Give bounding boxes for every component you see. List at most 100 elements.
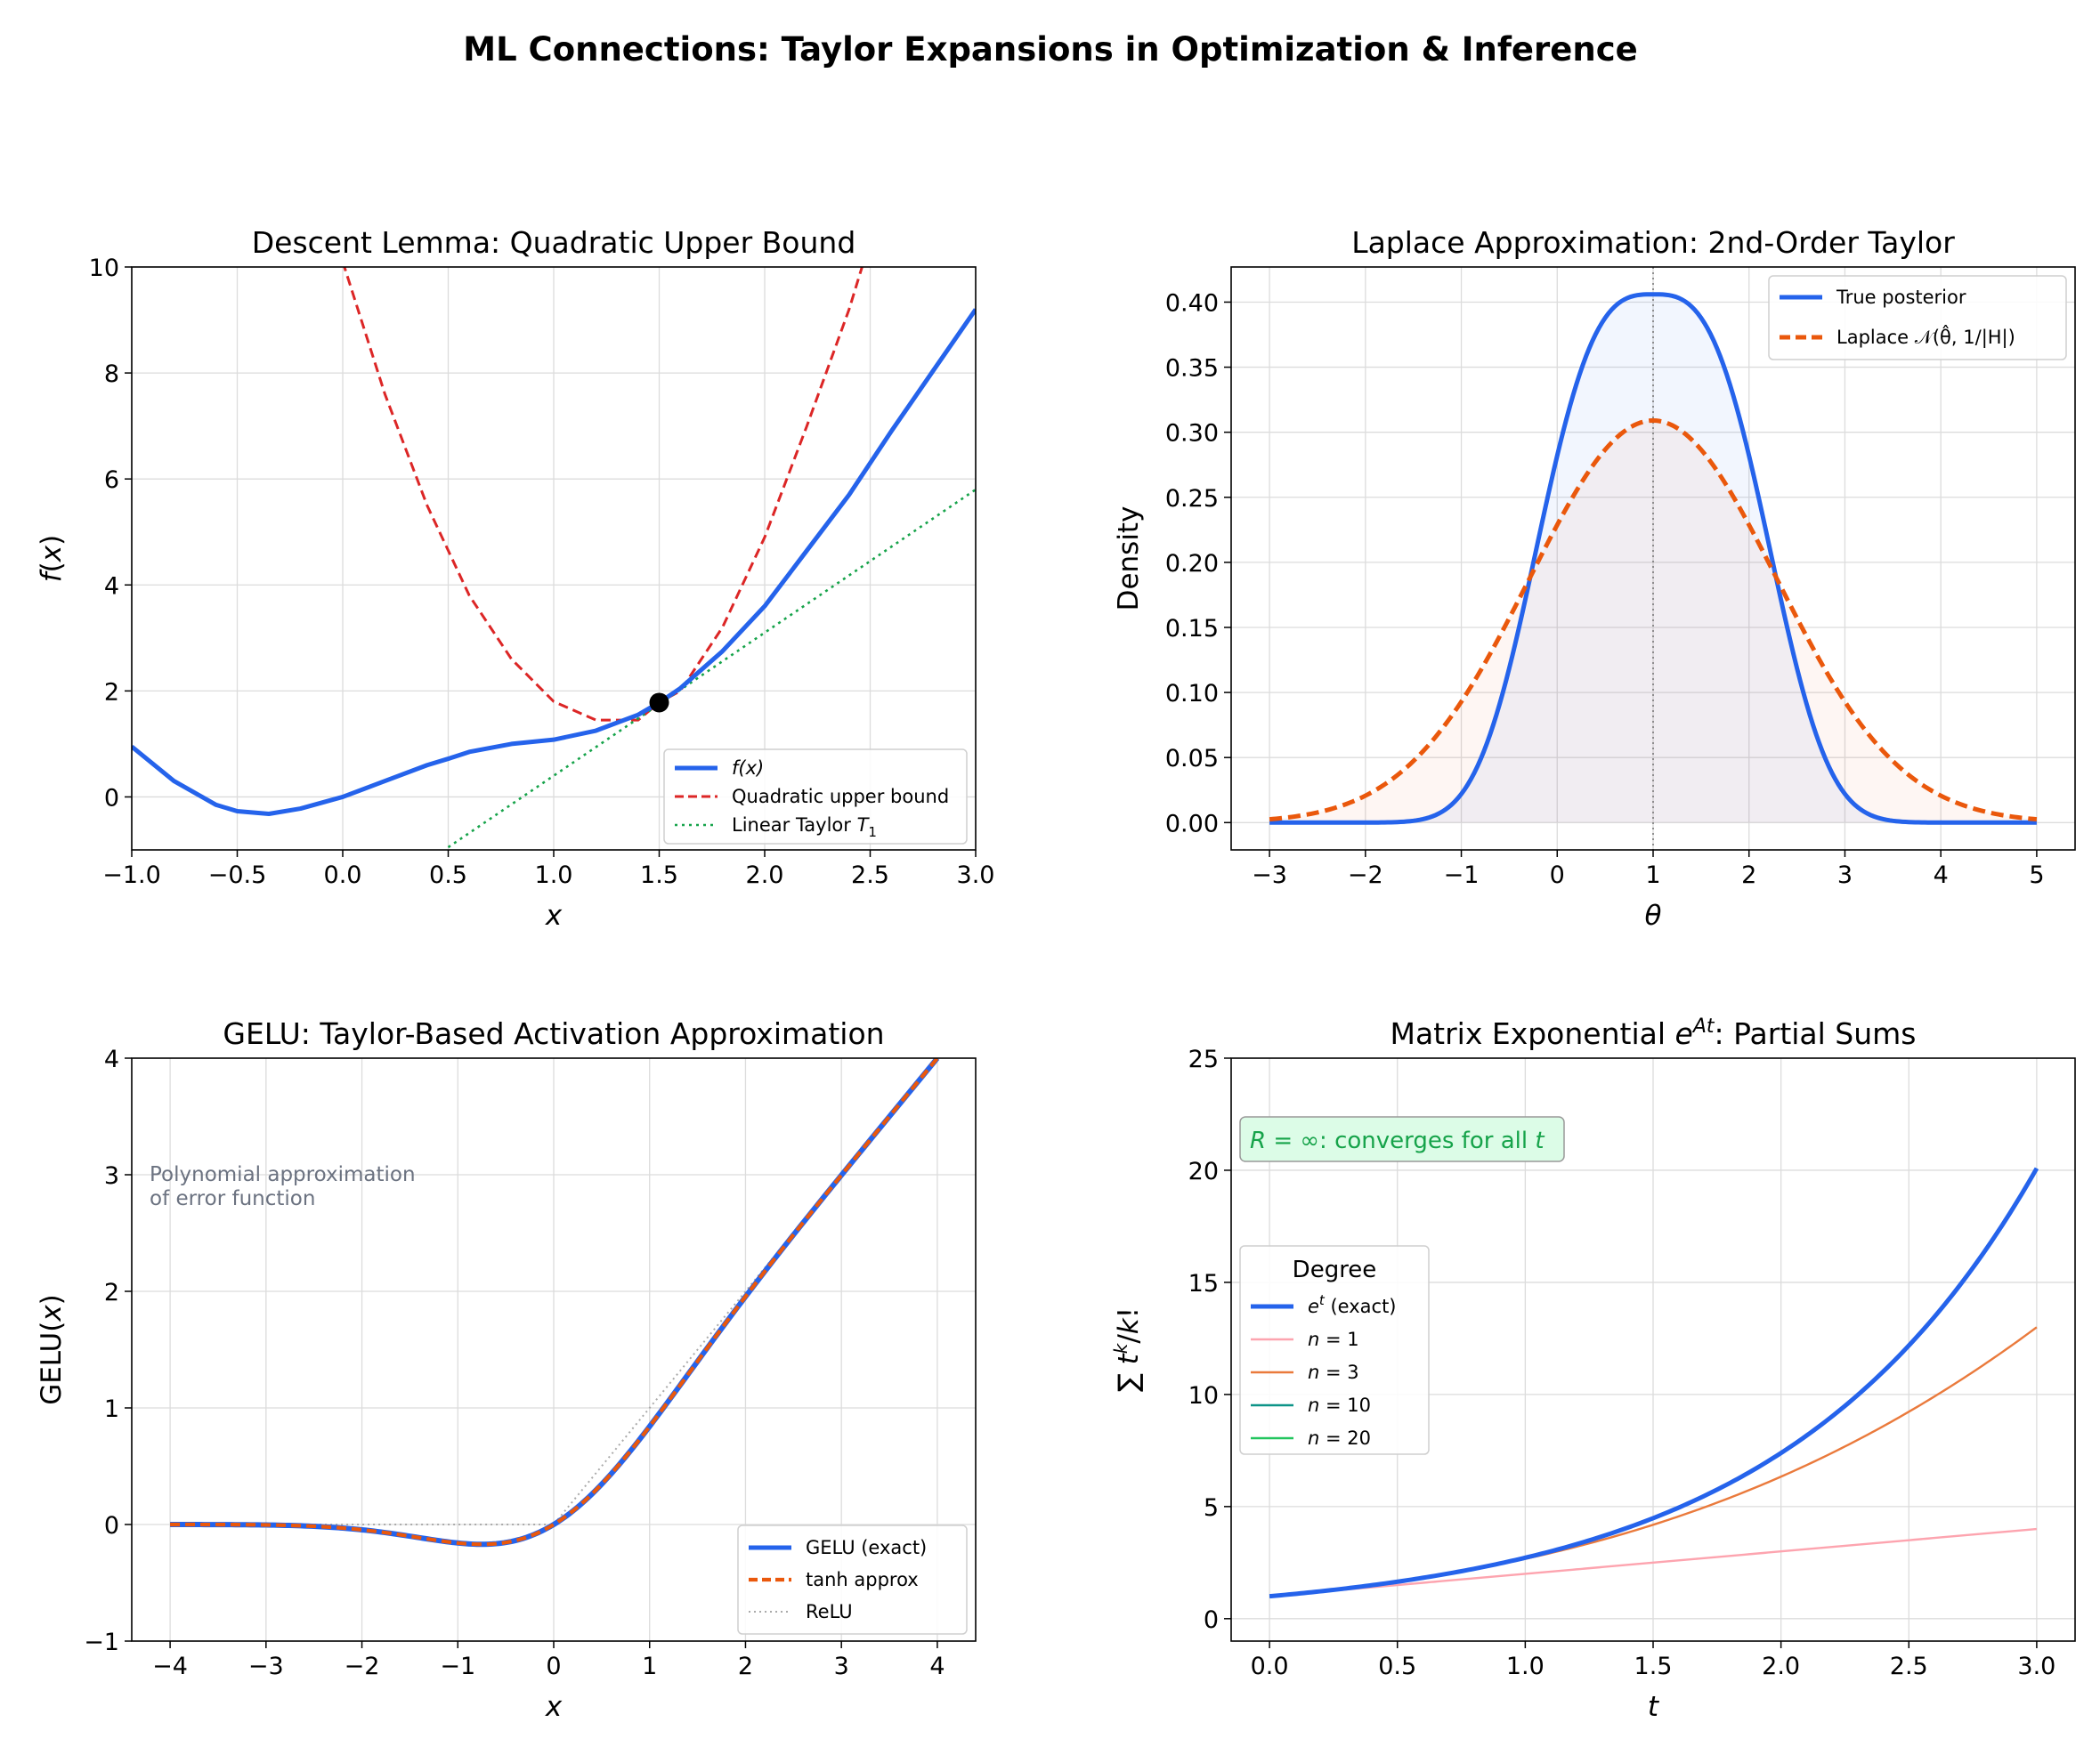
x-tick-label: −1.0 [102,861,161,889]
legend-n20-label: n = 20 [1308,1427,1371,1449]
annotation-line: Polynomial approximation [150,1163,416,1186]
legend-box [663,748,968,845]
legend-relu-label: ReLU [806,1601,853,1622]
x-tick-labels: −3 −2 −1 0 1 2 3 4 5 [1252,850,2045,889]
y-tick-label: 4 [104,1046,119,1073]
y-tick-label: 2 [104,678,119,706]
y-axis-label: GELU(x) [36,1294,68,1405]
x-tick-label: −2 [1348,861,1383,889]
y-tick-label: 6 [104,466,119,494]
legend-n10-label: n = 10 [1308,1395,1371,1416]
x-tick-label: 1 [642,1653,657,1680]
y-tick-label: 15 [1188,1270,1219,1298]
gridlines [131,266,977,850]
x-tick-label: 3 [1837,861,1853,889]
y-tick-labels: 0 2 4 6 8 10 [89,255,132,812]
x-tick-label: 0 [546,1653,561,1680]
f-x-line [132,308,976,817]
x-tick-label: 2.0 [746,861,784,889]
x-tick-label: 5 [2029,861,2044,889]
matrix-exponential-panel: 0.0 0.5 1.0 1.5 2.0 2.5 3.0 0 5 10 15 20 25 Matrix Ex… [1110,1015,2076,1723]
x-tick-label: −0.5 [208,861,267,889]
legend-exp-exact-label: et (exact) [1308,1292,1397,1317]
panel-title: Laplace Approximation: 2nd-Order Taylor [1351,225,1955,260]
x-tick-label: 2.5 [851,861,889,889]
y-tick-label: 1 [104,1395,119,1423]
legend-quadratic-label: Quadratic upper bound [732,786,949,807]
expansion-point-marker [649,692,669,713]
y-tick-label: 0 [104,784,119,812]
legend-box [1239,1245,1430,1455]
annotation-box [1239,1116,1565,1162]
legend-f-x-label: f(x) [732,757,764,779]
legend-tanh-label: tanh approx [806,1569,919,1590]
x-tick-label: 0.0 [1251,1653,1289,1680]
panel-title: Descent Lemma: Quadratic Upper Bound [252,225,856,260]
x-tick-label: −3 [248,1653,284,1680]
y-tick-label: 10 [89,255,119,282]
series-lines [1269,267,2038,850]
x-tick-label: 2.5 [1890,1653,1928,1680]
x-tick-label: 2.0 [1762,1653,1800,1680]
y-tick-label: 0.20 [1165,550,1219,578]
y-axis-label: Density [1113,506,1145,611]
y-tick-label: 3 [104,1162,119,1190]
x-tick-label: 1.5 [640,861,678,889]
x-tick-label: 1.0 [535,861,573,889]
panel-title: GELU: Taylor-Based Activation Approximat… [223,1016,884,1051]
y-tick-labels: 0 5 10 15 20 25 [1188,1046,1231,1634]
x-tick-label: 4 [1934,861,1949,889]
gelu-tanh-line [170,1058,939,1547]
x-tick-labels: −1.0 −0.5 0.0 0.5 1.0 1.5 2.0 2.5 3.0 [102,850,994,889]
series-lines [132,267,976,849]
legend-n1-label: n = 1 [1308,1329,1359,1350]
laplace-approximation-panel: −3 −2 −1 0 1 2 3 4 5 0.00 0.05 0.10 0.15 0.20 0.25 0.30… [1113,225,2076,932]
partial-sum-n1-line [1269,1527,2038,1597]
legend: Degree et (exact) n = 1 n = 3 n = 10 n = 20 [1239,1245,1430,1455]
y-tick-label: 0 [1204,1606,1219,1634]
x-tick-label: −1 [1444,861,1480,889]
y-tick-label: 0 [104,1512,119,1540]
y-tick-labels: 0.00 0.05 0.10 0.15 0.20 0.25 0.30 0.35 0.40 [1165,289,1231,837]
legend: GELU (exact) tanh approx ReLU [737,1525,968,1635]
y-tick-label: −1 [84,1629,119,1656]
x-tick-label: 3 [834,1653,849,1680]
legend-laplace-label: Laplace 𝒩(θ̂, 1/|H|) [1836,325,2015,349]
x-tick-label: −4 [152,1653,188,1680]
x-tick-label: 2 [1741,861,1756,889]
x-tick-label: 0.5 [1378,1653,1416,1680]
y-tick-label: 4 [104,572,119,600]
convergence-annotation: R = ∞: converges for all t [1239,1116,1565,1162]
y-tick-label: 5 [1204,1494,1219,1522]
x-tick-label: 3.0 [2017,1653,2055,1680]
legend: True posterior Laplace 𝒩(θ̂, 1/|H|) [1768,275,2067,360]
legend-title: Degree [1293,1257,1377,1283]
x-tick-label: 1.0 [1506,1653,1545,1680]
y-tick-label: 25 [1188,1046,1219,1073]
x-tick-label: 0.5 [429,861,467,889]
y-tick-label: 0.25 [1165,485,1219,513]
descent-lemma-panel: −1.0 −0.5 0.0 0.5 1.0 1.5 2.0 2.5 3.0 0 2 4 6 8 10 Desc… [36,225,994,932]
x-tick-label: 2 [738,1653,753,1680]
x-tick-label: −2 [345,1653,380,1680]
y-tick-label: 0.10 [1165,680,1219,708]
x-tick-label: −1 [440,1653,475,1680]
figure-title: ML Connections: Taylor Expansions in Opt… [463,30,1637,69]
y-tick-label: 0.40 [1165,289,1219,317]
x-tick-label: 4 [929,1653,945,1680]
y-tick-label: 0.00 [1165,810,1219,837]
y-tick-label: 0.30 [1165,420,1219,448]
y-tick-label: 0.35 [1165,355,1219,383]
x-axis-label: x [545,900,563,932]
legend-gelu-exact-label: GELU (exact) [806,1537,927,1558]
gridlines [132,1057,976,1642]
laplace-line [1269,418,2038,822]
y-tick-label: 0.05 [1165,745,1219,772]
gelu-panel: −4 −3 −2 −1 0 1 2 3 4 −1 0 1 2 3 4 GELU: Taylor-Based A… [36,1016,977,1723]
y-tick-label: 20 [1188,1158,1219,1185]
x-tick-labels: −4 −3 −2 −1 0 1 2 3 4 [152,1641,945,1680]
legend-box [1768,275,2067,360]
series-lines [1269,1167,2039,1599]
